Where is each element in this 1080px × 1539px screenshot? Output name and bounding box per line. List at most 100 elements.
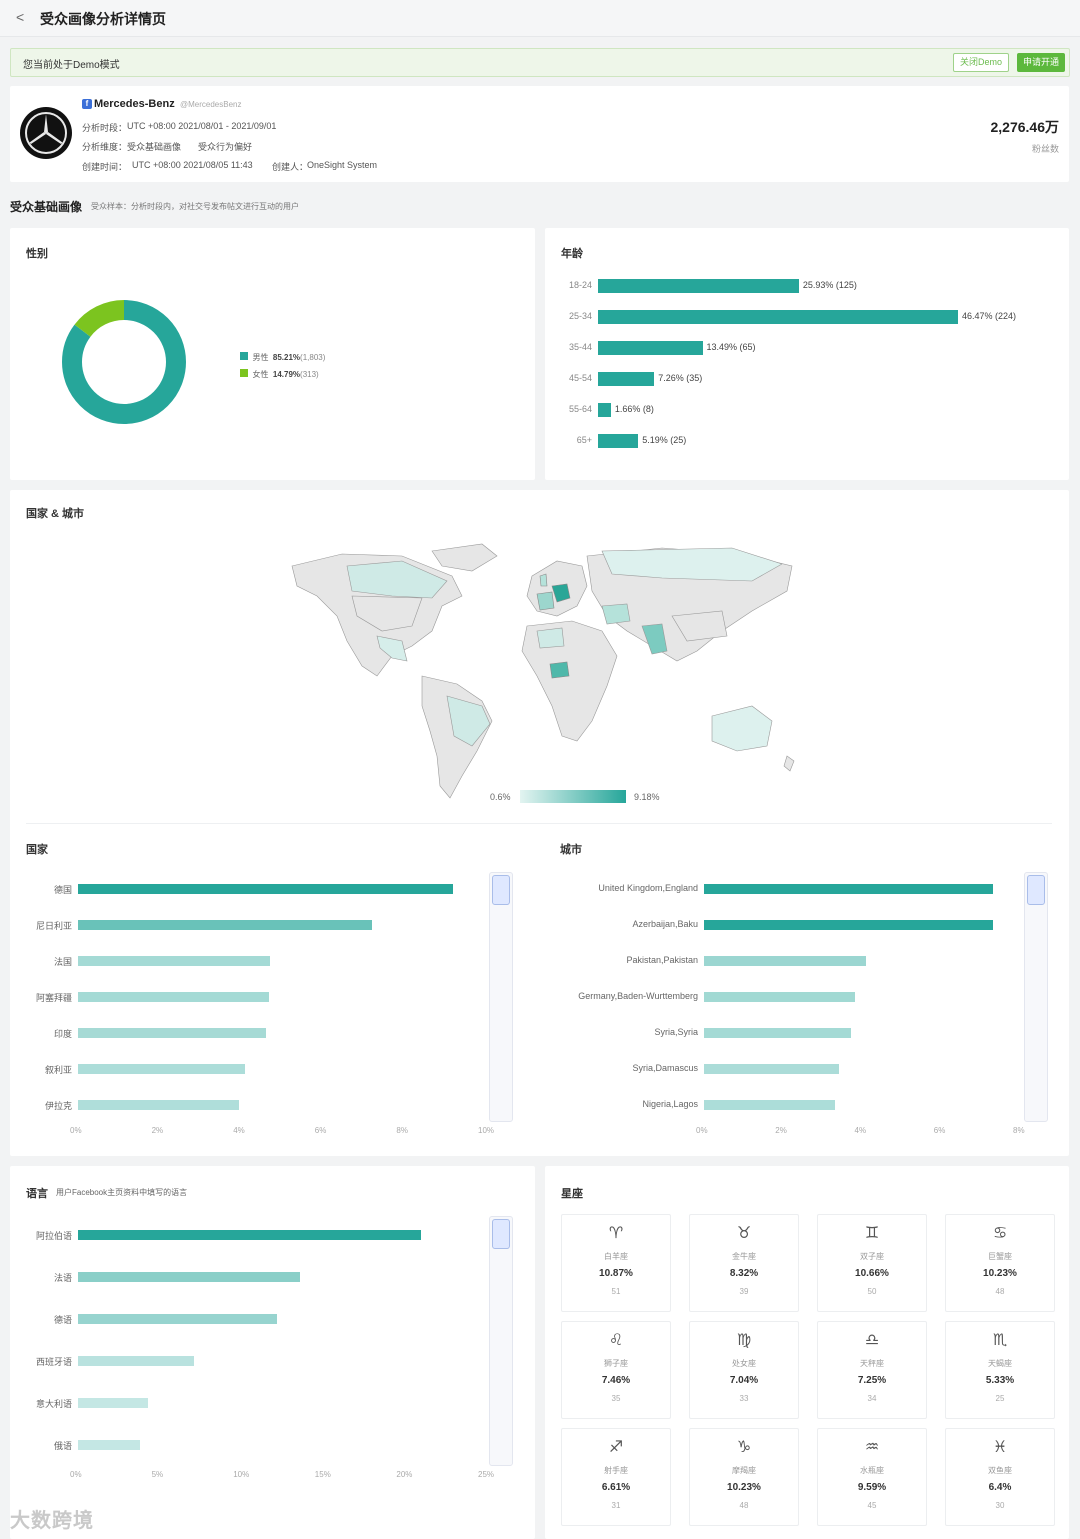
city-tick-label: 2% [775,1126,787,1135]
country-category-label: 伊拉克 [44,1101,72,1111]
age-value-label: 13.49% (65) [706,342,756,352]
age-category-label: 25-34 [568,311,592,321]
country-scrollbar[interactable] [489,872,513,1122]
map-legend-min: 0.6% [490,792,511,802]
age-bar[interactable] [598,403,611,417]
language-scroll-handle[interactable] [492,1219,510,1249]
country-bar[interactable] [78,1064,246,1074]
zodiac-name: 天秤座 [860,1359,884,1368]
age-bar[interactable] [598,372,655,386]
top-header: < 受众画像分析详情页 [0,0,1080,37]
city-scroll-handle[interactable] [1027,875,1045,905]
zodiac-percent: 8.32% [729,1268,759,1279]
age-bar[interactable] [598,434,639,448]
zodiac-item[interactable]: ♓ 双鱼座 6.4% 30 [945,1428,1055,1526]
city-bar[interactable] [704,884,994,894]
country-bar[interactable] [78,1028,266,1038]
city-bar[interactable] [704,992,855,1002]
zodiac-sign-icon: ♏ [992,1332,1008,1349]
zodiac-name: 天蝎座 [988,1359,1012,1368]
city-bar[interactable] [704,956,867,966]
legend-name-male: 男性 [252,353,269,362]
zodiac-name: 金牛座 [732,1252,756,1261]
language-bar[interactable] [78,1314,278,1324]
age-bar[interactable] [598,341,703,355]
language-bar[interactable] [78,1272,300,1282]
age-bar[interactable] [598,310,958,324]
close-demo-button[interactable]: 关闭Demo [952,53,1009,72]
zodiac-item[interactable]: ♎ 天秤座 7.25% 34 [817,1321,927,1419]
country-bar[interactable] [78,884,454,894]
zodiac-item[interactable]: ♊ 双子座 10.66% 50 [817,1214,927,1312]
language-tick-label: 5% [151,1470,164,1479]
back-arrow-icon[interactable]: < [16,9,25,25]
country-bar[interactable] [78,920,372,930]
country-scroll-handle[interactable] [492,875,510,905]
zodiac-item[interactable]: ♌ 狮子座 7.46% 35 [561,1321,671,1419]
zodiac-count: 25 [995,1394,1005,1403]
creator-value: OneSight System [307,160,378,170]
zodiac-item[interactable]: ♐ 射手座 6.61% 31 [561,1428,671,1526]
country-bar[interactable] [78,1100,240,1110]
legend-pct-male: 85.21% [272,353,301,362]
country-bar[interactable] [78,992,269,1002]
language-scrollbar[interactable] [489,1216,513,1466]
city-category-label: Syria,Syria [654,1027,698,1037]
page-title: 受众画像分析详情页 [40,11,166,27]
age-bar-chart: 18-24 25.93% (125) 25-34 46.47% (224) 35-44 1… [545,228,1069,480]
zodiac-count: 39 [739,1287,749,1296]
language-bar[interactable] [78,1398,149,1408]
age-category-label: 55-64 [568,404,592,414]
city-scrollbar[interactable] [1024,872,1048,1122]
age-bar[interactable] [598,279,799,293]
city-bar[interactable] [704,1028,851,1038]
language-bar[interactable] [78,1440,141,1450]
language-tick-label: 15% [314,1470,331,1479]
zodiac-item[interactable]: ♑ 摩羯座 10.23% 48 [689,1428,799,1526]
age-value-label: 25.93% (125) [802,280,857,290]
country-tick-label: 10% [478,1126,495,1135]
zodiac-name: 摩羯座 [732,1466,756,1475]
legend-count-male: (1,803) [300,353,326,362]
map-legend-max: 9.18% [634,792,660,802]
city-bar[interactable] [704,1064,839,1074]
gender-title: 性别 [26,248,48,260]
legend-item-male[interactable]: 男性 85.21%(1,803) [240,347,325,364]
period-label: 分析时段： [82,123,128,133]
zodiac-count: 50 [867,1287,877,1296]
apply-button[interactable]: 申请开通 [1016,53,1065,72]
cities-title: 城市 [560,844,582,856]
world-map[interactable] [282,536,802,806]
brand-name[interactable]: Mercedes-Benz [94,98,175,110]
country-bar[interactable] [78,956,270,966]
dimension-behavior: 受众行为偏好 [198,142,253,152]
language-bar[interactable] [78,1356,194,1366]
city-tick-label: 4% [854,1126,867,1135]
age-value-label: 5.19% (25) [642,435,687,445]
zodiac-grid: ♈ 白羊座 10.87% 51 ♉ 金牛座 8.32% 39 ♊ 双子座 10.66% 50 ♋ 巨蟹座 1… [545,1166,1069,1539]
zodiac-item[interactable]: ♋ 巨蟹座 10.23% 48 [945,1214,1055,1312]
zodiac-count: 48 [995,1287,1005,1296]
zodiac-item[interactable]: ♉ 金牛座 8.32% 39 [689,1214,799,1312]
city-bar[interactable] [704,1100,835,1110]
legend-pct-female: 14.79% [272,370,301,379]
mercedes-star-icon [25,112,67,154]
city-tick-label: 0% [696,1126,708,1135]
dimension-basic: 受众基础画像 [127,142,182,152]
language-bar[interactable] [78,1230,421,1240]
city-bar[interactable] [704,920,994,930]
zodiac-count: 31 [611,1501,621,1510]
legend-item-female[interactable]: 女性 14.79%(313) [240,364,325,381]
zodiac-item[interactable]: ♏ 天蝎座 5.33% 25 [945,1321,1055,1419]
country-tick-label: 6% [314,1126,327,1135]
donut-slice-female[interactable] [62,300,186,424]
country-bar-chart: 德国 尼日利亚 法国 阿塞拜疆 印度 叙利亚 伊拉克 0% 2% 4% 6% 8% 10% [10,490,540,1156]
zodiac-item[interactable]: ♍ 处女座 7.04% 33 [689,1321,799,1419]
zodiac-item[interactable]: ♒ 水瓶座 9.59% 45 [817,1428,927,1526]
map-legend-gradient[interactable] [520,790,626,803]
age-card: 年龄 18-24 25.93% (125) 25-34 46.47% (224) 35-… [545,228,1069,480]
zodiac-item[interactable]: ♈ 白羊座 10.87% 51 [561,1214,671,1312]
zodiac-name: 白羊座 [604,1252,628,1261]
zodiac-count: 35 [611,1394,621,1403]
zodiac-count: 34 [867,1394,877,1403]
